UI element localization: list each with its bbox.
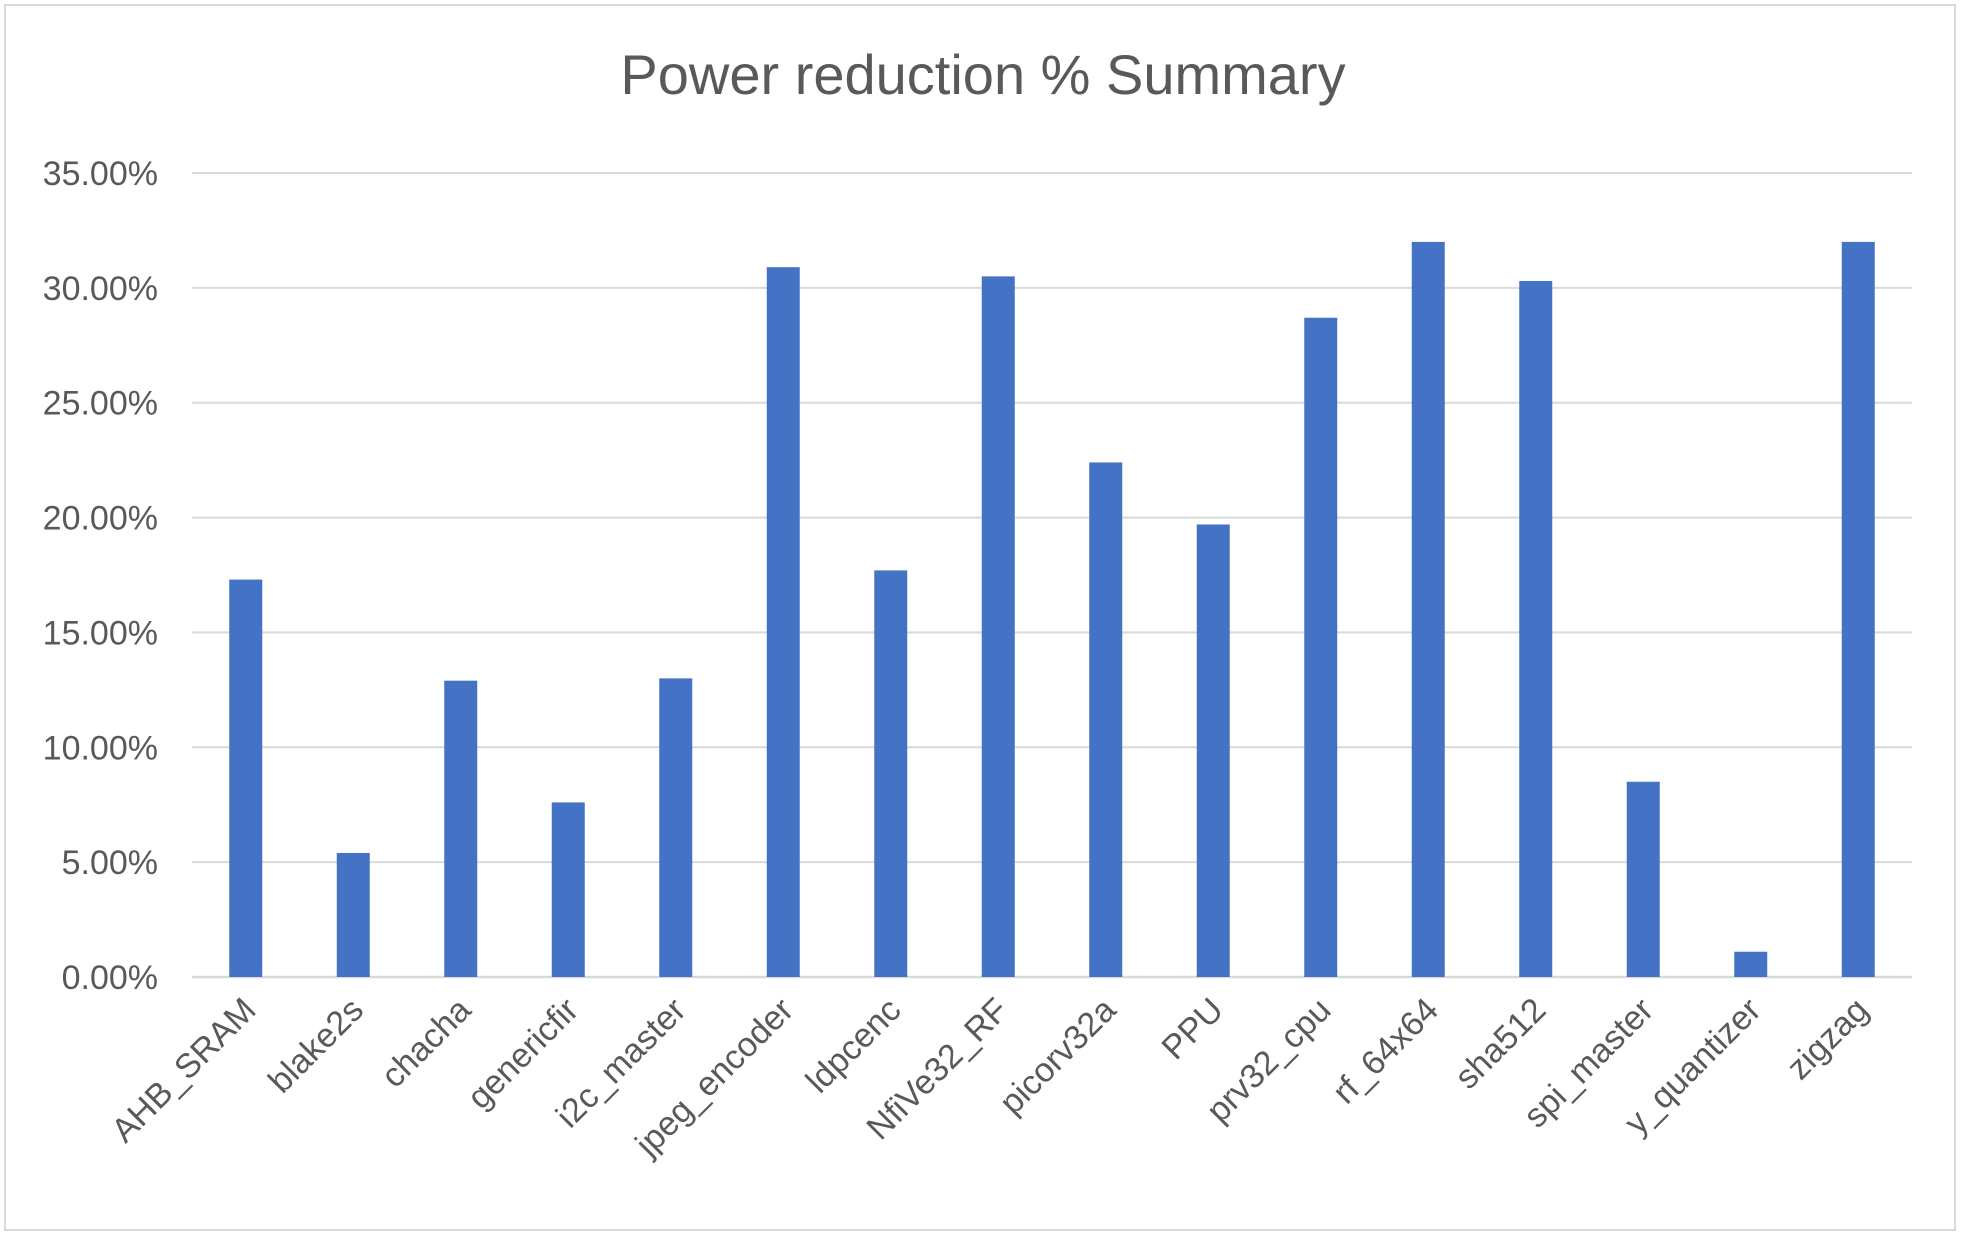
x-category-label: AHB_SRAM [104, 991, 263, 1150]
bar-PPU [1196, 524, 1230, 977]
y-tick-label: 5.00% [62, 844, 158, 882]
y-tick-label: 20.00% [43, 500, 158, 538]
bar-ldpcenc [874, 570, 908, 977]
y-tick-label: 0.00% [62, 959, 158, 997]
x-category-label: sha512 [1448, 991, 1554, 1097]
x-category-label: blake2s [261, 991, 371, 1101]
bar-picorv32a [1089, 462, 1123, 977]
chart-title: Power reduction % Summary [620, 43, 1346, 106]
bar-zigzag [1841, 241, 1875, 977]
bar-chacha [444, 680, 478, 977]
x-category-label: PPU [1155, 991, 1231, 1067]
x-category-label: rf_64x64 [1325, 991, 1445, 1111]
bar-rf_64x64 [1411, 241, 1445, 977]
x-category-label: picorv32a [992, 991, 1123, 1122]
bar-NfiVe32_RF [981, 276, 1015, 977]
y-tick-label: 30.00% [43, 270, 158, 308]
x-category-label: ldpcenc [799, 991, 909, 1101]
y-tick-label: 25.00% [43, 385, 158, 423]
bar-sha512 [1519, 280, 1553, 978]
bar-i2c_master [659, 678, 693, 977]
bar-genericfir [551, 802, 585, 977]
y-tick-label: 15.00% [43, 614, 158, 652]
bar-prv32_cpu [1304, 317, 1338, 978]
bar-jpeg_encoder [766, 267, 800, 977]
y-tick-label: 10.00% [43, 729, 158, 767]
y-tick-label: 35.00% [43, 155, 158, 193]
bar-y_quantizer [1734, 951, 1768, 977]
bar-spi_master [1626, 781, 1660, 977]
bar-blake2s [336, 852, 370, 977]
x-category-label: chacha [374, 991, 478, 1095]
x-category-label: zigzag [1780, 991, 1876, 1087]
bar-AHB_SRAM [229, 579, 263, 977]
chart-frame [4, 4, 1956, 1231]
